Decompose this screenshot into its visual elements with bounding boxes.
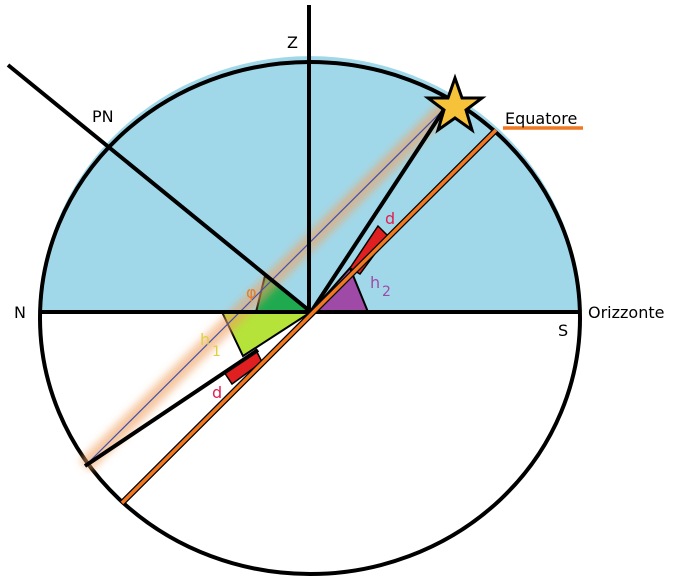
label-phi: φ [246,283,257,302]
label-h1-sub: 1 [212,344,221,360]
label-h1: h [200,330,210,349]
label-h2-sub: 2 [382,284,391,300]
label-equator: Equatore [505,109,577,128]
star-ray-lower [83,348,260,468]
label-north: N [14,303,26,322]
star-ray [309,106,447,314]
label-h2: h [370,273,380,292]
star-light [84,107,446,467]
label-d-upper: d [385,209,395,228]
label-d-lower: d [212,383,222,402]
star [423,73,487,134]
label-horizon: Orizzonte [588,303,664,322]
label-zenith: Z [287,33,298,52]
equator-line [120,128,498,505]
label-south: S [558,321,568,340]
polar-axis [6,63,313,314]
label-north-pole: PN [92,107,114,126]
